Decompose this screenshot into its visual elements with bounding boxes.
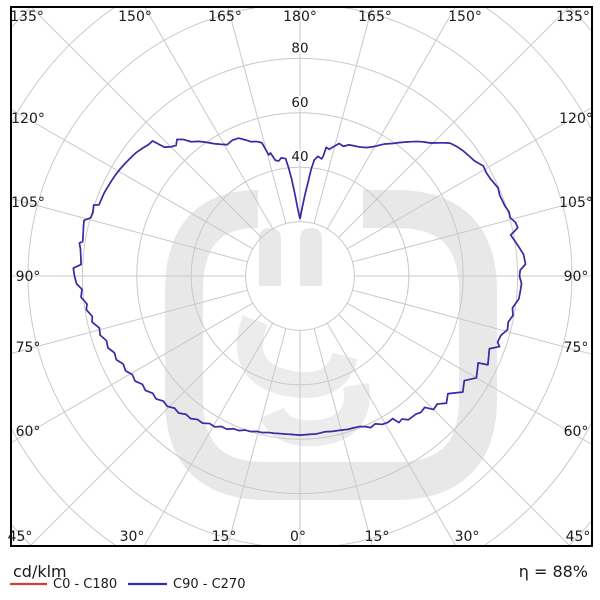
svg-text:30°: 30° — [455, 529, 480, 545]
legend: cd/klm C0 - C180 C90 - C270 η = 88% — [10, 562, 588, 592]
svg-text:120°: 120° — [559, 111, 593, 127]
c0-legend-label: C0 - C180 — [53, 577, 117, 592]
svg-text:180°: 180° — [283, 9, 317, 25]
watermark-ring — [165, 190, 497, 500]
brand-watermark-plug-logo — [165, 190, 497, 500]
svg-text:45°: 45° — [566, 529, 591, 545]
watermark-swirl-upper — [236, 315, 358, 399]
watermark-prong-left — [259, 228, 281, 286]
svg-text:40: 40 — [291, 149, 308, 165]
watermark-prong-right — [300, 228, 322, 286]
svg-text:75°: 75° — [16, 340, 41, 356]
c90-legend-label: C90 - C270 — [173, 577, 245, 592]
intensity-curves — [72, 137, 527, 436]
svg-text:45°: 45° — [8, 529, 33, 545]
svg-text:75°: 75° — [564, 340, 589, 356]
svg-text:135°: 135° — [10, 9, 44, 25]
svg-text:30°: 30° — [120, 529, 145, 545]
svg-text:15°: 15° — [212, 529, 237, 545]
svg-text:165°: 165° — [208, 9, 242, 25]
svg-text:90°: 90° — [564, 269, 589, 285]
svg-text:0°: 0° — [290, 529, 306, 545]
plot-border — [10, 6, 593, 547]
svg-text:150°: 150° — [448, 9, 482, 25]
angle-labels: 135° 150° 165° 180° 165° 150° 135° 120° 105° 90° 7… — [8, 9, 593, 545]
radial-tick-labels: 40 60 80 — [289, 38, 310, 167]
svg-text:15°: 15° — [365, 529, 390, 545]
svg-text:150°: 150° — [118, 9, 152, 25]
svg-text:105°: 105° — [11, 195, 45, 211]
svg-text:105°: 105° — [559, 195, 593, 211]
svg-text:90°: 90° — [16, 269, 41, 285]
svg-text:60°: 60° — [16, 424, 41, 440]
svg-text:120°: 120° — [11, 111, 45, 127]
svg-text:165°: 165° — [358, 9, 392, 25]
svg-text:80: 80 — [291, 40, 308, 56]
unit-label: cd/klm — [13, 562, 67, 581]
svg-text:60°: 60° — [564, 424, 589, 440]
efficiency-label: η = 88% — [519, 562, 588, 581]
svg-text:60: 60 — [291, 95, 308, 111]
svg-text:135°: 135° — [556, 9, 590, 25]
